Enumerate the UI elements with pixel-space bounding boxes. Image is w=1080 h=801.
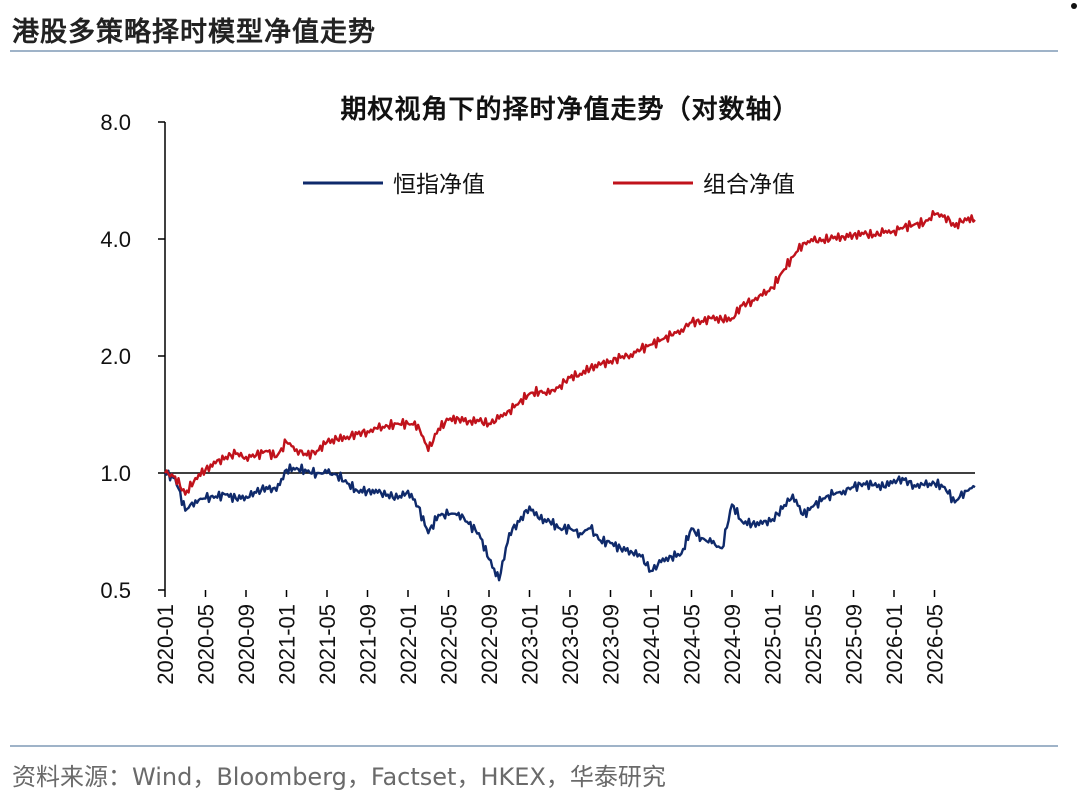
footer-rule bbox=[10, 745, 1058, 747]
chart: 期权视角下的择时净值走势（对数轴） 0.5 1.0 2.0 4.0 8.0 2020-0… bbox=[100, 94, 976, 685]
x-tick-label: 2022-01 bbox=[396, 604, 421, 685]
x-tick-label: 2026-01 bbox=[882, 604, 907, 685]
chart-title: 期权视角下的择时净值走势（对数轴） bbox=[340, 94, 799, 125]
x-tick-label: 2021-09 bbox=[356, 604, 381, 685]
y-tick-label: 4.0 bbox=[100, 227, 131, 252]
page-title: 港股多策略择时模型净值走势 bbox=[12, 17, 376, 48]
header-rule bbox=[10, 50, 1058, 52]
x-tick-label: 2026-05 bbox=[923, 604, 948, 685]
x-tick-label: 2023-09 bbox=[599, 604, 624, 685]
x-tick-label: 2024-01 bbox=[639, 604, 664, 685]
x-tick-label: 2025-09 bbox=[842, 604, 867, 685]
x-tick-label: 2025-01 bbox=[761, 604, 786, 685]
y-tick-label: 1.0 bbox=[100, 461, 131, 486]
y-tick-label: 8.0 bbox=[100, 110, 131, 135]
x-tick-label: 2021-01 bbox=[275, 604, 300, 685]
x-tick-label: 2021-05 bbox=[315, 604, 340, 685]
legend-label: 恒指净值 bbox=[393, 172, 485, 198]
x-tick-label: 2022-05 bbox=[437, 604, 462, 685]
source-note: 资料来源：Wind，Bloomberg，Factset，HKEX，华泰研究 bbox=[12, 763, 666, 791]
x-tick-label: 2023-01 bbox=[518, 604, 543, 685]
y-tick-label: 0.5 bbox=[100, 578, 131, 603]
series-line-2 bbox=[164, 210, 976, 496]
x-tick-label: 2020-01 bbox=[153, 604, 178, 685]
x-tick-label: 2020-09 bbox=[234, 604, 259, 685]
corner-dot bbox=[1071, 3, 1077, 9]
x-tick-label: 2024-09 bbox=[720, 604, 745, 685]
y-tick-label: 2.0 bbox=[100, 344, 131, 369]
x-tick-label: 2025-05 bbox=[801, 604, 826, 685]
x-tick-label: 2022-09 bbox=[477, 604, 502, 685]
series-line-1 bbox=[164, 463, 976, 582]
x-tick-label: 2023-05 bbox=[558, 604, 583, 685]
legend-label: 组合净值 bbox=[703, 172, 795, 198]
x-tick-label: 2024-05 bbox=[680, 604, 705, 685]
x-tick-label: 2020-05 bbox=[194, 604, 219, 685]
